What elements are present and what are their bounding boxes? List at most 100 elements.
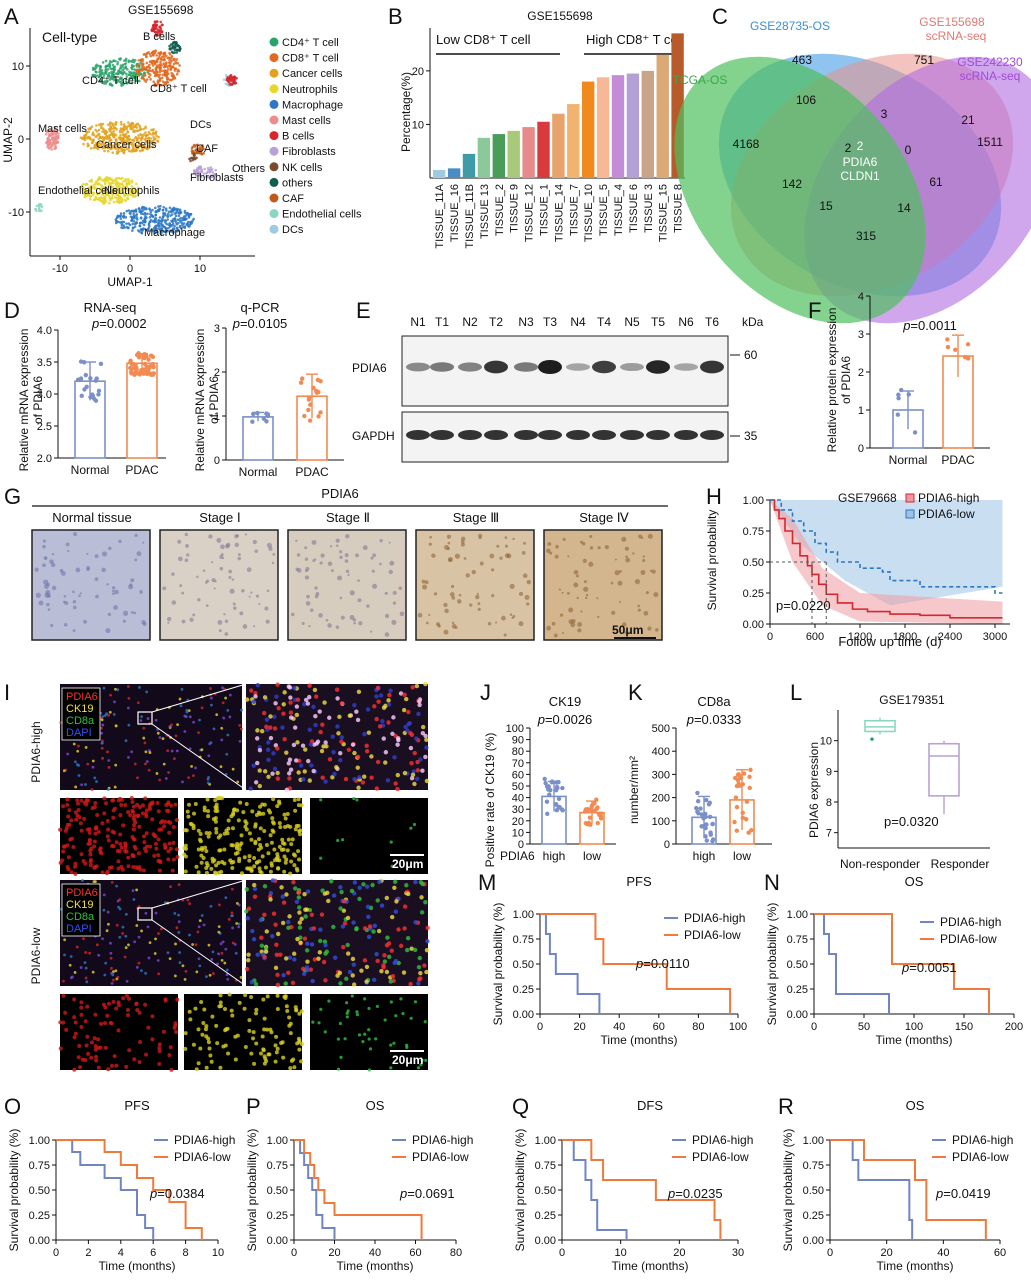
if-signal bbox=[322, 939, 328, 944]
if-signal bbox=[297, 1047, 302, 1052]
if-signal bbox=[371, 977, 377, 982]
if-signal bbox=[230, 826, 235, 831]
ihc-texture bbox=[72, 605, 77, 610]
ihc-texture bbox=[426, 621, 429, 625]
if-signal bbox=[356, 689, 362, 694]
if-signal bbox=[101, 756, 105, 760]
if-signal bbox=[228, 858, 233, 863]
umap-point bbox=[128, 189, 132, 193]
if-signal bbox=[66, 867, 71, 872]
umap-point bbox=[176, 226, 179, 230]
if-signal bbox=[270, 820, 275, 825]
if-signal bbox=[280, 837, 285, 842]
if-signal bbox=[153, 952, 157, 955]
if-signal bbox=[210, 856, 215, 861]
data-point bbox=[895, 412, 901, 417]
if-signal bbox=[167, 1053, 172, 1058]
if-signal bbox=[291, 880, 296, 885]
marker-label: 35 bbox=[744, 429, 758, 443]
umap-point bbox=[92, 198, 96, 202]
ihc-texture bbox=[222, 557, 225, 560]
umap-point bbox=[153, 137, 156, 141]
if-image bbox=[310, 798, 428, 874]
data-point bbox=[83, 372, 89, 378]
ihc-texture bbox=[196, 575, 199, 579]
data-point bbox=[300, 376, 305, 381]
x-tick-label: 10 bbox=[194, 263, 206, 275]
if-signal bbox=[73, 1031, 78, 1036]
if-signal bbox=[158, 778, 162, 782]
umap-point bbox=[158, 216, 162, 219]
if-signal bbox=[263, 865, 268, 870]
if-signal bbox=[154, 846, 159, 851]
x-tick-label: 2400 bbox=[938, 631, 962, 643]
ihc-texture bbox=[83, 619, 88, 624]
if-signal bbox=[200, 706, 204, 710]
ihc-texture bbox=[50, 623, 54, 628]
if-signal bbox=[148, 844, 153, 849]
if-signal bbox=[351, 920, 356, 925]
if-signal bbox=[89, 1040, 94, 1045]
if-signal bbox=[227, 917, 231, 921]
y-tick-label: 0 bbox=[858, 443, 864, 455]
umap-point bbox=[130, 71, 134, 74]
ihc-texture bbox=[291, 612, 295, 617]
if-signal bbox=[224, 947, 228, 951]
if-signal bbox=[421, 724, 426, 730]
ihc-texture bbox=[424, 580, 429, 585]
if-signal bbox=[94, 1054, 99, 1059]
ihc-texture bbox=[475, 594, 480, 600]
umap-point bbox=[148, 66, 152, 70]
if-signal bbox=[319, 748, 325, 754]
if-signal bbox=[352, 776, 357, 782]
if-signal bbox=[84, 976, 88, 980]
if-signal bbox=[186, 898, 190, 902]
if-signal bbox=[275, 852, 280, 857]
if-signal bbox=[424, 737, 429, 742]
ihc-texture bbox=[454, 626, 458, 629]
ihc-texture bbox=[567, 555, 570, 558]
umap-point bbox=[90, 180, 94, 183]
if-signal bbox=[287, 776, 292, 781]
if-signal bbox=[259, 1051, 264, 1056]
if-signal bbox=[81, 859, 86, 864]
ihc-texture bbox=[653, 592, 659, 598]
ihc-texture bbox=[189, 617, 194, 622]
ihc-texture bbox=[248, 595, 251, 598]
umap-point bbox=[92, 183, 96, 187]
panel-label: F bbox=[808, 298, 821, 323]
umap-point bbox=[93, 187, 96, 190]
data-point bbox=[701, 816, 706, 821]
umap-point bbox=[122, 216, 126, 219]
if-signal bbox=[336, 838, 340, 843]
if-signal bbox=[265, 747, 271, 753]
umap-point bbox=[169, 48, 172, 51]
umap-point bbox=[140, 231, 144, 235]
data-point bbox=[307, 418, 313, 423]
umap-point bbox=[139, 142, 143, 146]
ihc-texture bbox=[632, 552, 635, 555]
umap-point bbox=[110, 146, 114, 150]
if-signal bbox=[253, 841, 258, 846]
if-signal bbox=[102, 796, 107, 801]
if-signal bbox=[230, 1013, 235, 1018]
umap-point bbox=[116, 62, 119, 66]
if-signal bbox=[103, 973, 107, 977]
ihc-texture bbox=[357, 598, 362, 603]
venn-count: 1511 bbox=[977, 135, 1003, 149]
ihc-texture bbox=[241, 588, 245, 593]
umap-point bbox=[87, 130, 90, 134]
umap-point bbox=[38, 209, 41, 213]
umap-point bbox=[89, 191, 93, 194]
ihc-texture bbox=[51, 553, 55, 556]
channel-label: PDIA6 bbox=[66, 691, 98, 703]
if-signal bbox=[302, 702, 307, 707]
if-signal bbox=[366, 914, 371, 920]
umap-point bbox=[97, 142, 101, 145]
if-signal bbox=[83, 961, 87, 965]
umap-point bbox=[167, 223, 170, 226]
umap-point bbox=[172, 62, 176, 66]
y-tick-label: 90 bbox=[512, 735, 524, 747]
umap-point bbox=[144, 126, 147, 130]
if-signal bbox=[93, 1012, 98, 1017]
